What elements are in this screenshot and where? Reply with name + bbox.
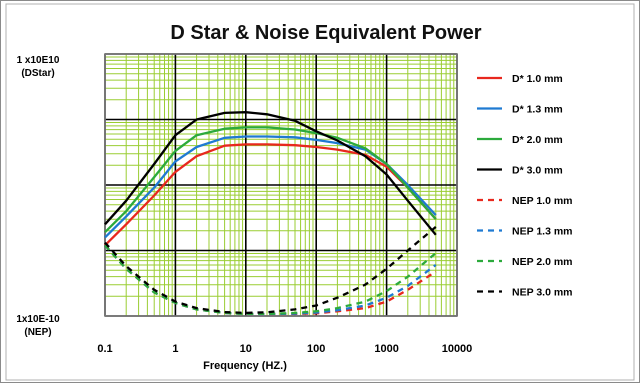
- y-bottom-label-line2: (NEP): [24, 327, 51, 338]
- y-bottom-label-line1: 1x10E-10: [16, 314, 60, 325]
- chart-title: D Star & Noise Equivalent Power: [170, 22, 481, 44]
- series-line: [104, 111, 437, 236]
- legend-label: NEP 1.3 mm: [512, 226, 573, 238]
- legend-label: NEP 2.0 mm: [512, 256, 573, 268]
- y-top-label-line1: 1 x10E10: [17, 55, 60, 66]
- legend-label: D* 1.3 mm: [512, 104, 563, 116]
- x-tick-labels: 0.1 1 10 100 1000 10000: [97, 343, 472, 355]
- legend: D* 1.0 mm D* 1.3 mm D* 2.0 mm D* 3.0 mm NEP …: [477, 73, 573, 299]
- x-axis-label: Frequency (HZ.): [203, 360, 287, 372]
- legend-label: D* 1.0 mm: [512, 73, 563, 85]
- legend-label: D* 2.0 mm: [512, 134, 563, 146]
- legend-label: D* 3.0 mm: [512, 165, 563, 177]
- x-tick-label: 1: [172, 343, 178, 355]
- series-line: [104, 143, 437, 247]
- y-top-label-line2: (DStar): [21, 68, 54, 79]
- series-line: [104, 244, 437, 316]
- legend-label: NEP 1.0 mm: [512, 195, 573, 207]
- x-tick-label: 10000: [442, 343, 473, 355]
- x-tick-label: 10: [240, 343, 252, 355]
- inner-border: [5, 3, 635, 381]
- plot-series: [104, 111, 437, 316]
- series-line: [104, 244, 437, 316]
- plot-frame: [104, 53, 458, 317]
- series-line: [104, 126, 437, 234]
- x-tick-label: 1000: [374, 343, 398, 355]
- series-line: [104, 244, 437, 316]
- legend-label: NEP 3.0 mm: [512, 287, 573, 299]
- x-tick-label: 100: [307, 343, 325, 355]
- x-tick-label: 0.1: [97, 343, 112, 355]
